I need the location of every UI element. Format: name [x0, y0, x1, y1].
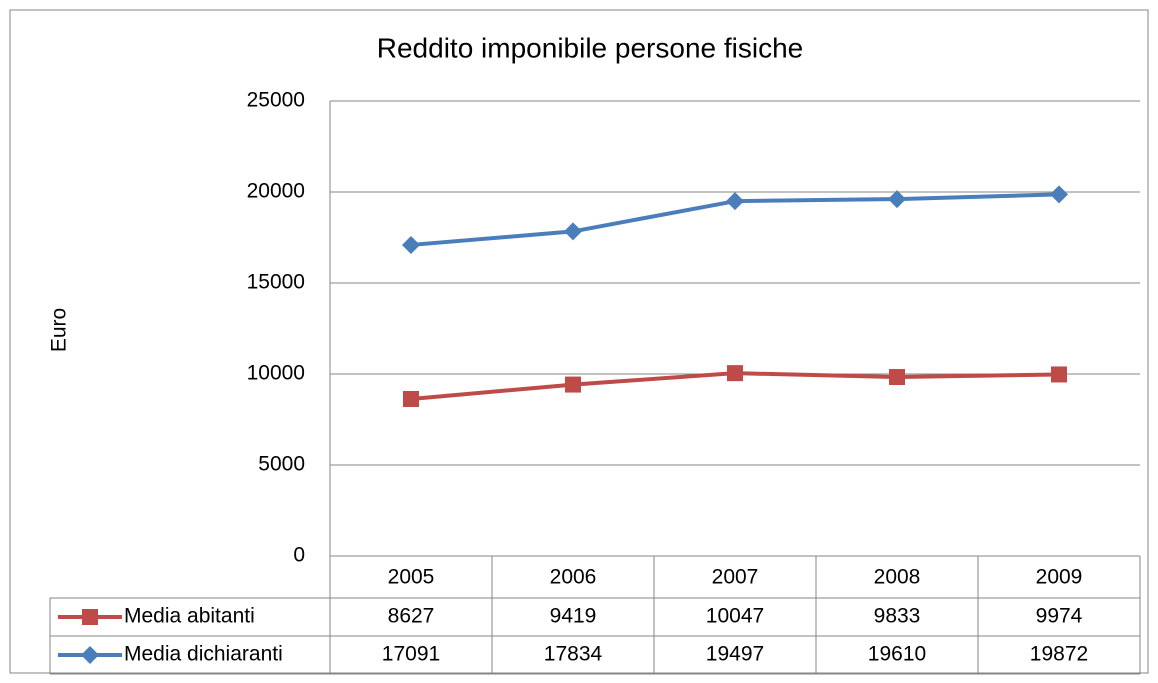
table-value: 9833	[874, 605, 921, 628]
table-value: 10047	[706, 605, 764, 628]
y-tick-label: 20000	[247, 180, 305, 203]
marker	[888, 190, 906, 209]
marker	[1050, 185, 1068, 204]
marker	[564, 222, 582, 241]
marker	[889, 369, 905, 386]
x-tick-label: 2005	[388, 566, 435, 589]
table-value: 8627	[388, 605, 435, 628]
table-value: 9974	[1036, 605, 1083, 628]
legend-label: Media abitanti	[124, 605, 255, 628]
table-value: 9419	[550, 605, 597, 628]
marker	[403, 390, 419, 407]
marker	[81, 646, 99, 664]
marker	[82, 609, 98, 625]
table-value: 19497	[706, 643, 764, 666]
y-tick-label: 25000	[247, 89, 305, 112]
x-tick-label: 2008	[874, 566, 921, 589]
table-value: 19610	[868, 643, 926, 666]
chart-border	[9, 9, 1149, 674]
legend-label: Media dichiaranti	[124, 643, 283, 666]
table-value: 19872	[1030, 643, 1088, 666]
y-tick-label: 15000	[247, 271, 305, 294]
x-tick-label: 2006	[550, 566, 597, 589]
table-value: 17091	[382, 643, 440, 666]
y-axis-label: Euro	[48, 308, 71, 352]
marker	[402, 235, 420, 254]
y-tick-label: 10000	[247, 362, 305, 385]
table-value: 17834	[544, 643, 603, 666]
marker	[726, 192, 744, 211]
x-tick-label: 2009	[1036, 566, 1083, 589]
y-tick-label: 5000	[258, 453, 305, 476]
marker	[1051, 366, 1067, 383]
marker	[565, 376, 581, 393]
chart-title: Reddito imponibile persone fisiche	[377, 32, 803, 63]
marker	[727, 365, 743, 382]
y-tick-label: 0	[293, 544, 305, 567]
x-tick-label: 2007	[712, 566, 759, 589]
